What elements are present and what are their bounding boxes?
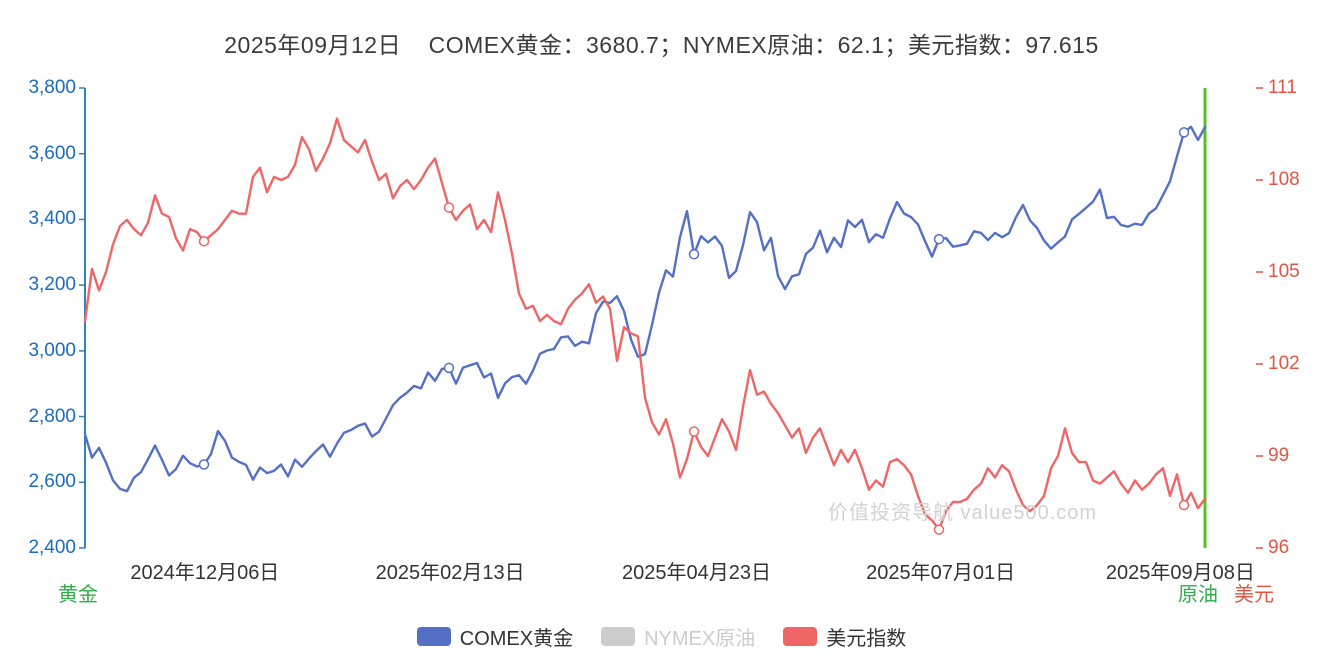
gold-axis-tick-label: 3,400 — [28, 208, 76, 230]
usd-axis-name: 美元 — [1234, 584, 1274, 606]
gold-axis-tick-label: 3,000 — [28, 339, 76, 361]
gold-axis-name: 黄金 — [58, 584, 98, 606]
gold-data-marker — [1178, 127, 1190, 138]
usd-legend-label: 美元指数 — [826, 628, 907, 650]
gold-axis-tick-label: 2,800 — [28, 405, 76, 427]
usd-legend-swatch — [783, 627, 818, 646]
gold-axis-tick-label: 2,600 — [28, 471, 76, 493]
legend-item-comex-gold[interactable]: COMEX黄金 — [416, 622, 574, 651]
usd-data-marker — [198, 236, 210, 247]
x-axis-tick-label: 2025年04月23日 — [622, 562, 771, 584]
watermark: 价值投资导航 value500.com — [828, 502, 1098, 524]
gold-axis-tick-label: 2,400 — [28, 537, 76, 558]
gold-legend-label: COMEX黄金 — [459, 628, 574, 650]
gold-axis-tick-label: 3,800 — [28, 77, 76, 98]
chart-title: 2025年09月12日 COMEX黄金：3680.7；NYMEX原油：62.1；… — [224, 32, 1099, 58]
usd-axis-tick-label: 105 — [1268, 261, 1300, 282]
legend: COMEX黄金 NYMEX原油 美元指数 — [0, 622, 1323, 651]
oil-legend-label: NYMEX原油 — [644, 628, 756, 650]
x-axis-tick-label: 2025年02月13日 — [375, 562, 525, 584]
gold-data-marker — [688, 249, 700, 260]
x-axis-tick-label: 2025年07月01日 — [866, 562, 1016, 584]
gold-legend-swatch — [416, 627, 451, 646]
usd-axis-tick-label: 96 — [1268, 537, 1290, 558]
x-axis-tick-label: 2024年12月06日 — [130, 562, 280, 584]
gold-data-marker — [198, 459, 210, 470]
gold-axis-tick-label: 3,600 — [28, 142, 76, 164]
usd-data-marker — [1178, 499, 1190, 511]
legend-item-nymex-oil[interactable]: NYMEX原油 — [601, 622, 755, 651]
oil-axis-name: 原油 — [1178, 584, 1218, 606]
gold-axis-tick-label: 3,200 — [28, 274, 76, 296]
gold-data-marker — [443, 362, 455, 374]
legend-item-usd-index[interactable]: 美元指数 — [783, 622, 906, 651]
usd-axis-tick-label: 108 — [1268, 169, 1300, 190]
gold-price-line — [83, 125, 1207, 493]
usd-data-marker — [933, 524, 945, 535]
usd-axis-tick-label: 102 — [1268, 353, 1300, 374]
gold-data-marker — [933, 233, 945, 245]
usd-data-marker — [443, 202, 455, 213]
usd-axis-tick-label: 99 — [1268, 445, 1290, 466]
usd-index-line — [83, 117, 1207, 531]
x-axis-tick-label: 2025年09月08日 — [1105, 562, 1255, 584]
usd-axis-tick-label: 111 — [1268, 77, 1297, 98]
usd-data-marker — [688, 426, 700, 437]
oil-legend-swatch — [601, 627, 636, 646]
